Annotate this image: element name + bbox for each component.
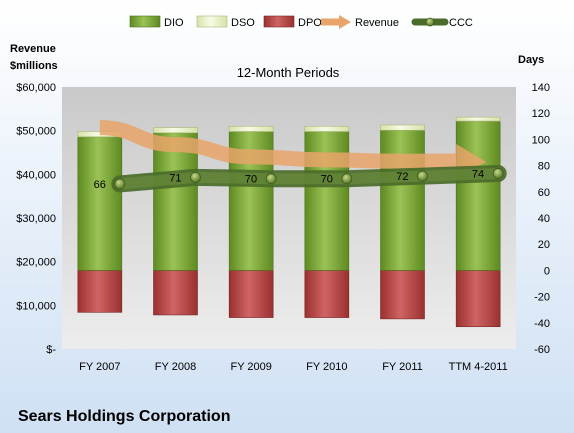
legend-label-revenue: Revenue [355,17,399,29]
left-tick-label: $50,000 [16,126,56,138]
legend-label-dio: DIO [164,17,184,29]
dpo-bar [77,270,123,313]
dso-bar [228,126,274,132]
ccc-data-label: 72 [396,171,408,183]
dpo-bar [455,270,501,328]
ccc-point [265,173,277,185]
dio-bar [455,120,501,271]
dpo-bar [304,270,350,318]
dio-bar [153,132,198,271]
legend-label-dso: DSO [231,17,255,29]
ccc-data-label: 70 [245,174,257,186]
ccc-point [417,170,428,182]
ccc-data-label: 74 [472,168,484,180]
legend-label-ccc: CCC [449,17,473,29]
left-tick-label: $60,000 [16,82,56,94]
dpo-bar [228,270,274,318]
left-tick-label: $- [46,344,56,356]
right-tick-label: -20 [534,292,550,304]
right-tick-label: 0 [544,265,550,277]
right-axis-label: Days [518,54,544,66]
ccc-point [492,168,504,179]
dpo-bar [380,270,425,320]
category-label: FY 2011 [382,361,423,373]
left-tick-label: $20,000 [16,257,56,269]
right-tick-label: 120 [532,108,550,120]
ccc-point [341,173,353,185]
dso-bar [455,116,501,122]
right-tick-label: 140 [532,82,550,94]
right-tick-label: 100 [532,134,550,146]
legend-swatch-ccc-marker [425,17,435,27]
left-axis-label-line2: $millions [10,60,58,72]
category-label: FY 2009 [230,361,271,373]
dio-bar [380,129,425,271]
legend-swatch-dso [196,15,228,28]
ccc-line-highlight [114,167,504,190]
dso-bar [153,127,198,134]
left-tick-label: $40,000 [16,169,56,181]
legend-swatch-revenue-head [339,15,351,29]
right-tick-label: -60 [534,344,550,356]
legend: DIO DSO DPO Revenue CCC [129,15,473,29]
legend-swatch-dpo [263,15,295,28]
right-tick-label: 60 [538,187,550,199]
category-label: FY 2010 [306,361,347,373]
right-axis-ticks: -60 -40 -20 0 20 40 60 80 100 120 140 [532,82,550,356]
ccc-data-label: 71 [169,172,181,184]
ccc-point [114,178,126,190]
right-tick-label: -40 [534,318,550,330]
left-axis-ticks: $- $10,000 $20,000 $30,000 $40,000 $50,000 $60… [16,82,56,356]
category-label: FY 2008 [155,361,196,373]
legend-label-dpo: DPO [298,17,322,29]
right-tick-label: 20 [538,239,550,251]
dso-bar [304,126,350,132]
bars-layer [77,116,501,328]
ccc-data-label: 66 [94,179,106,191]
right-tick-label: 80 [538,161,550,173]
category-labels: FY 2007 FY 2008 FY 2009 FY 2010 FY 2011 TTM 4… [79,361,508,373]
right-tick-label: 40 [538,213,550,225]
ccc-point [190,171,201,183]
company-name: Sears Holdings Corporation [18,408,230,425]
category-label: FY 2007 [79,361,120,373]
dio-bar [77,136,123,271]
chart-title: 12-Month Periods [237,65,340,80]
dso-bar [380,124,425,131]
left-tick-label: $10,000 [16,300,56,312]
legend-swatch-dio [129,15,161,28]
ccc-data-label: 70 [321,174,333,186]
category-label: TTM 4-2011 [449,361,508,373]
left-tick-label: $30,000 [16,213,56,225]
dpo-bar [153,270,198,316]
revenue-line [99,120,457,169]
ccc-layer: 66 71 70 70 72 74 [94,164,507,193]
left-axis-label-line1: Revenue [10,43,56,55]
